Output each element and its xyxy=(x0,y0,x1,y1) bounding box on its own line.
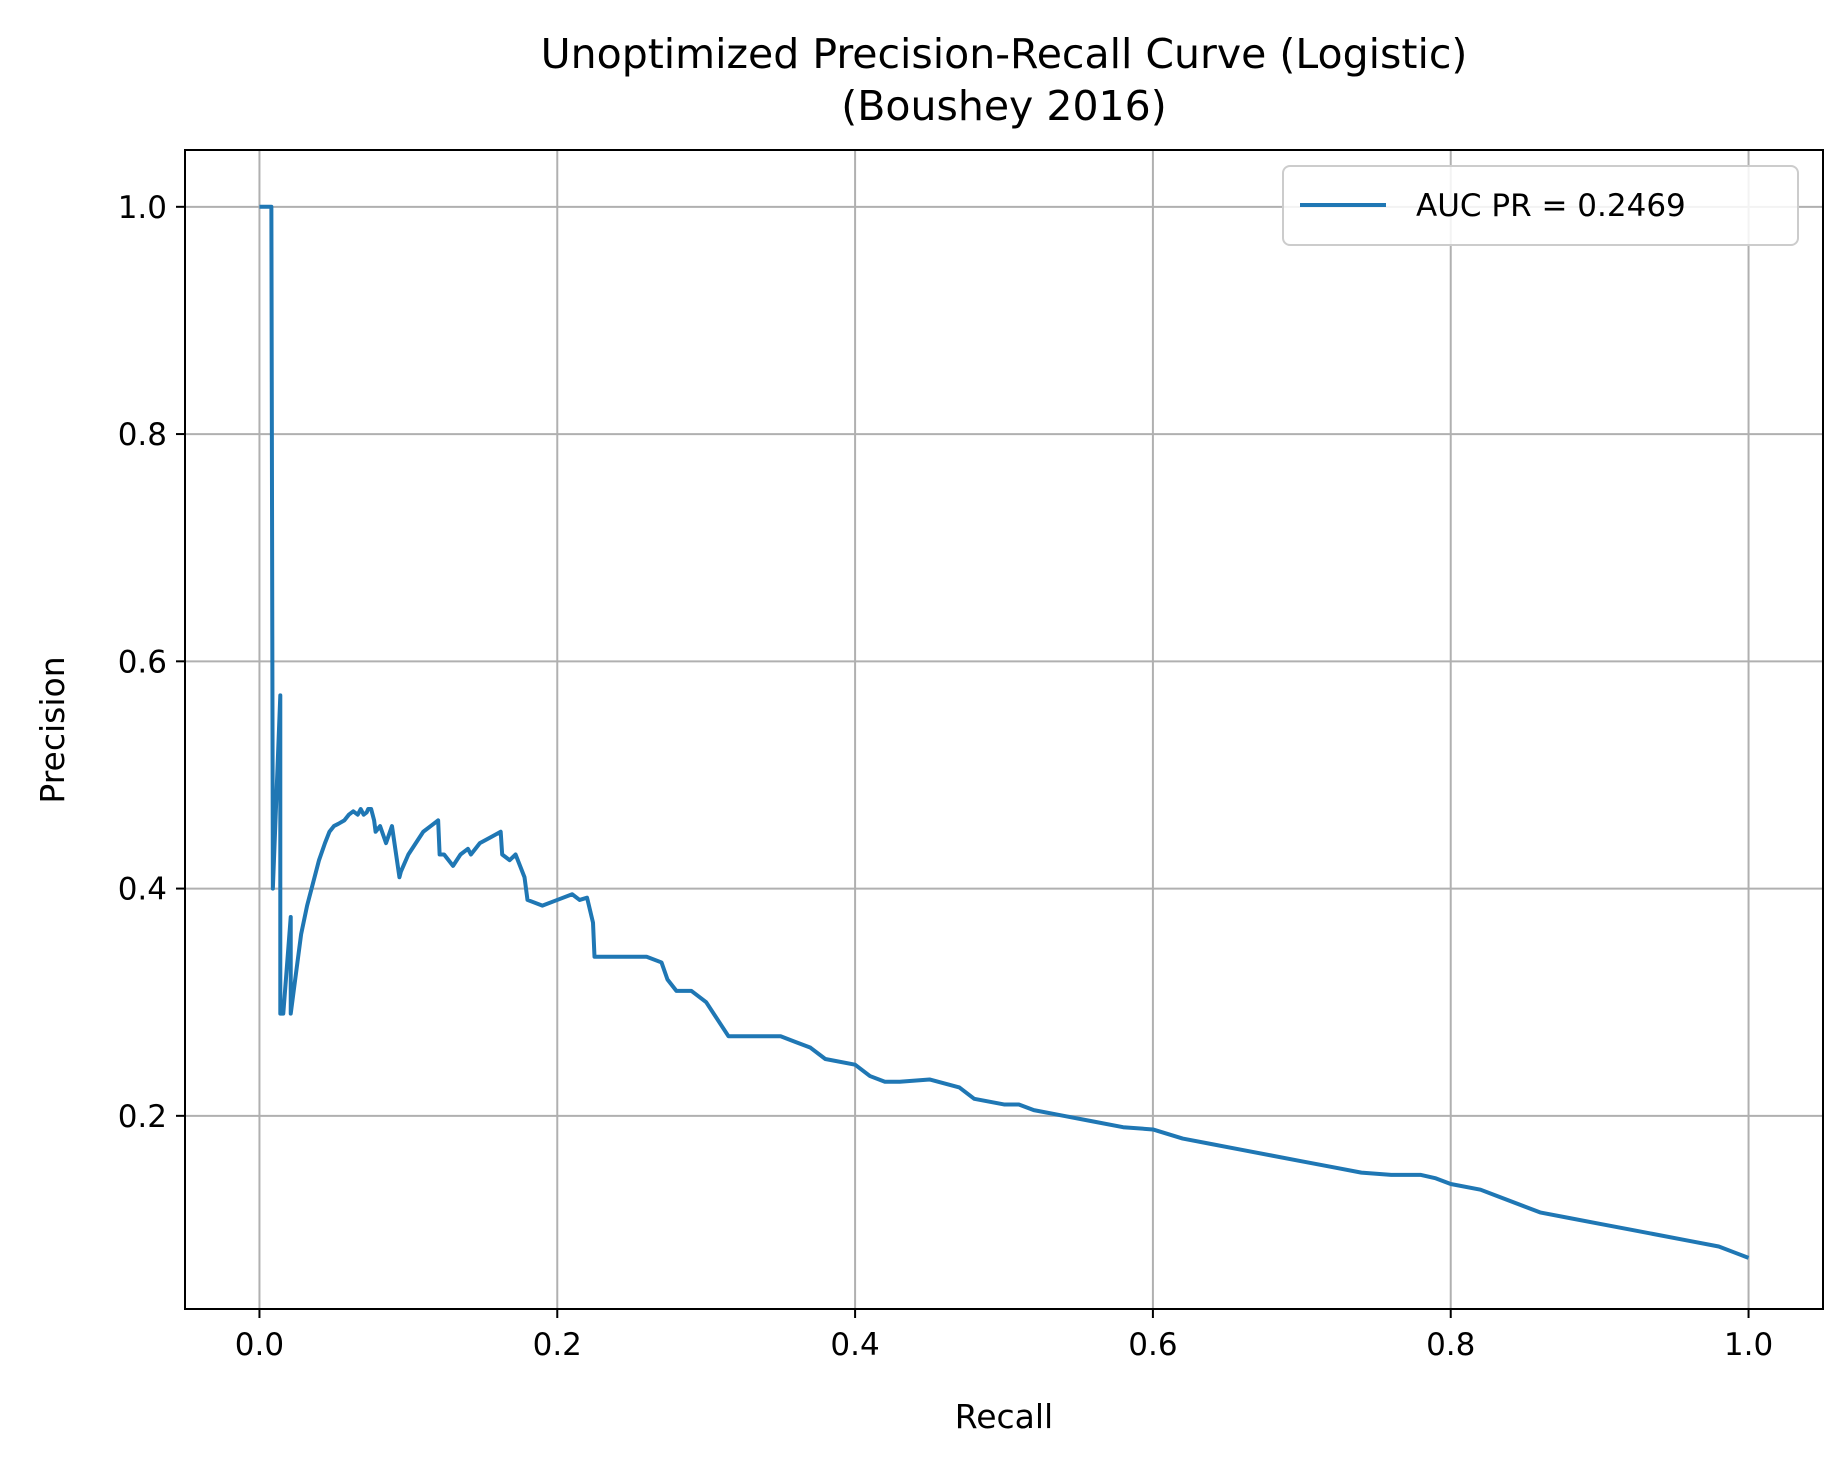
x-tick-label: 0.6 xyxy=(1128,1327,1177,1363)
x-axis-ticks: 0.0 0.2 0.4 0.6 0.8 1.0 xyxy=(235,1309,1773,1363)
chart-subtitle: (Boushey 2016) xyxy=(841,82,1166,130)
series-line xyxy=(259,204,1750,1260)
y-axis-ticks: 0.2 0.4 0.6 0.8 1.0 xyxy=(118,190,185,1135)
y-tick-label: 0.6 xyxy=(118,644,167,680)
chart-title: Unoptimized Precision-Recall Curve (Logi… xyxy=(541,30,1468,78)
y-tick-label: 0.2 xyxy=(118,1099,167,1135)
x-tick-label: 0.0 xyxy=(235,1327,284,1363)
x-tick-label: 0.8 xyxy=(1426,1327,1475,1363)
x-axis-label: Recall xyxy=(955,1397,1053,1436)
series-layer xyxy=(259,204,1750,1260)
x-tick-label: 1.0 xyxy=(1724,1327,1773,1363)
plot-frame xyxy=(184,149,1824,1310)
legend: AUC PR = 0.2469 xyxy=(1282,165,1799,246)
y-axis-label: Precision xyxy=(33,656,72,803)
y-tick-label: 0.8 xyxy=(118,417,167,453)
y-tick-label: 1.0 xyxy=(118,190,167,226)
x-tick-label: 0.2 xyxy=(533,1327,582,1363)
x-tick-label: 0.4 xyxy=(830,1327,879,1363)
legend-label: AUC PR = 0.2469 xyxy=(1416,188,1686,224)
y-tick-label: 0.4 xyxy=(118,872,167,908)
legend-box xyxy=(1282,165,1799,246)
